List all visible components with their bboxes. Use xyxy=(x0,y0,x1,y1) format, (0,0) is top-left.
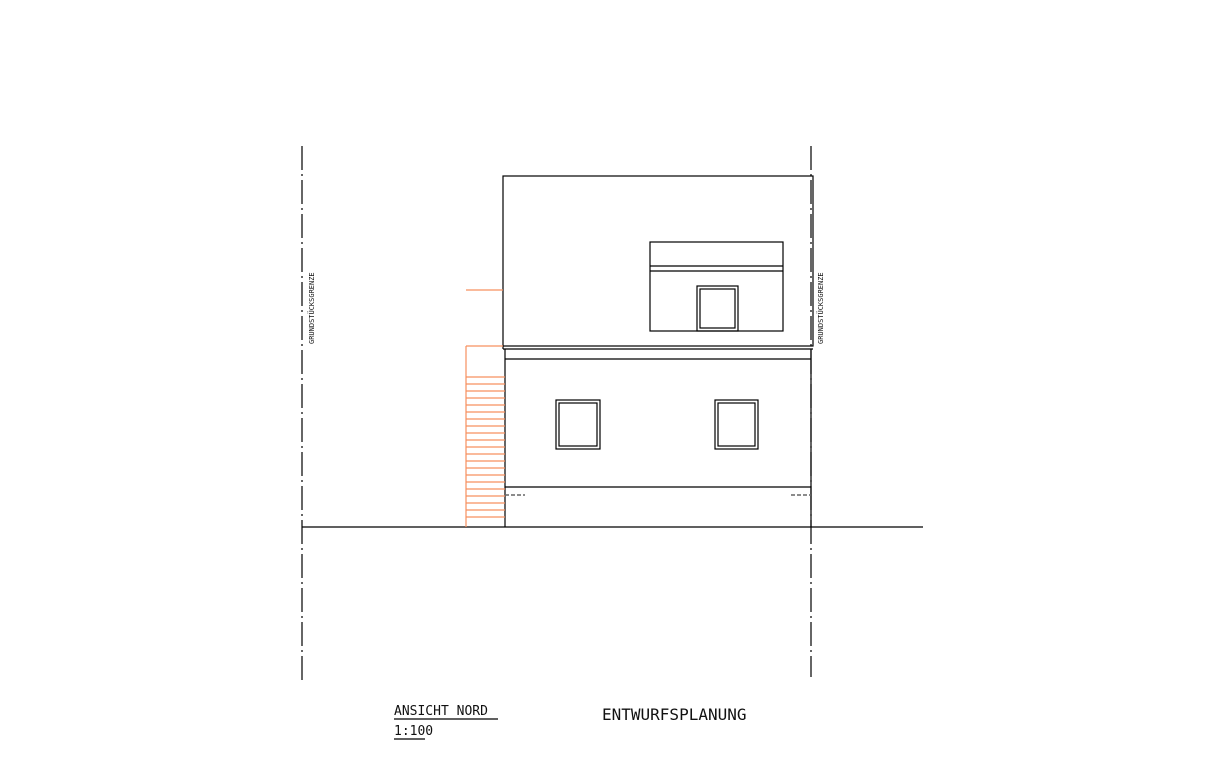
window-right xyxy=(714,399,759,450)
upper-floor xyxy=(502,175,814,347)
scale-label: 1:100 xyxy=(394,724,433,739)
property-label-left: GRUNDSTÜCKSGRENZE xyxy=(307,272,316,344)
view-title: ANSICHT NORD xyxy=(394,704,488,719)
property-label-right: GRUNDSTÜCKSGRENZE xyxy=(816,272,825,344)
dormer xyxy=(649,241,784,332)
window-left xyxy=(555,399,601,450)
exterior-stair xyxy=(465,289,505,527)
house xyxy=(502,175,814,527)
dormer-window xyxy=(696,285,739,332)
planning-phase: ENTWURFSPLANUNG xyxy=(602,705,747,724)
